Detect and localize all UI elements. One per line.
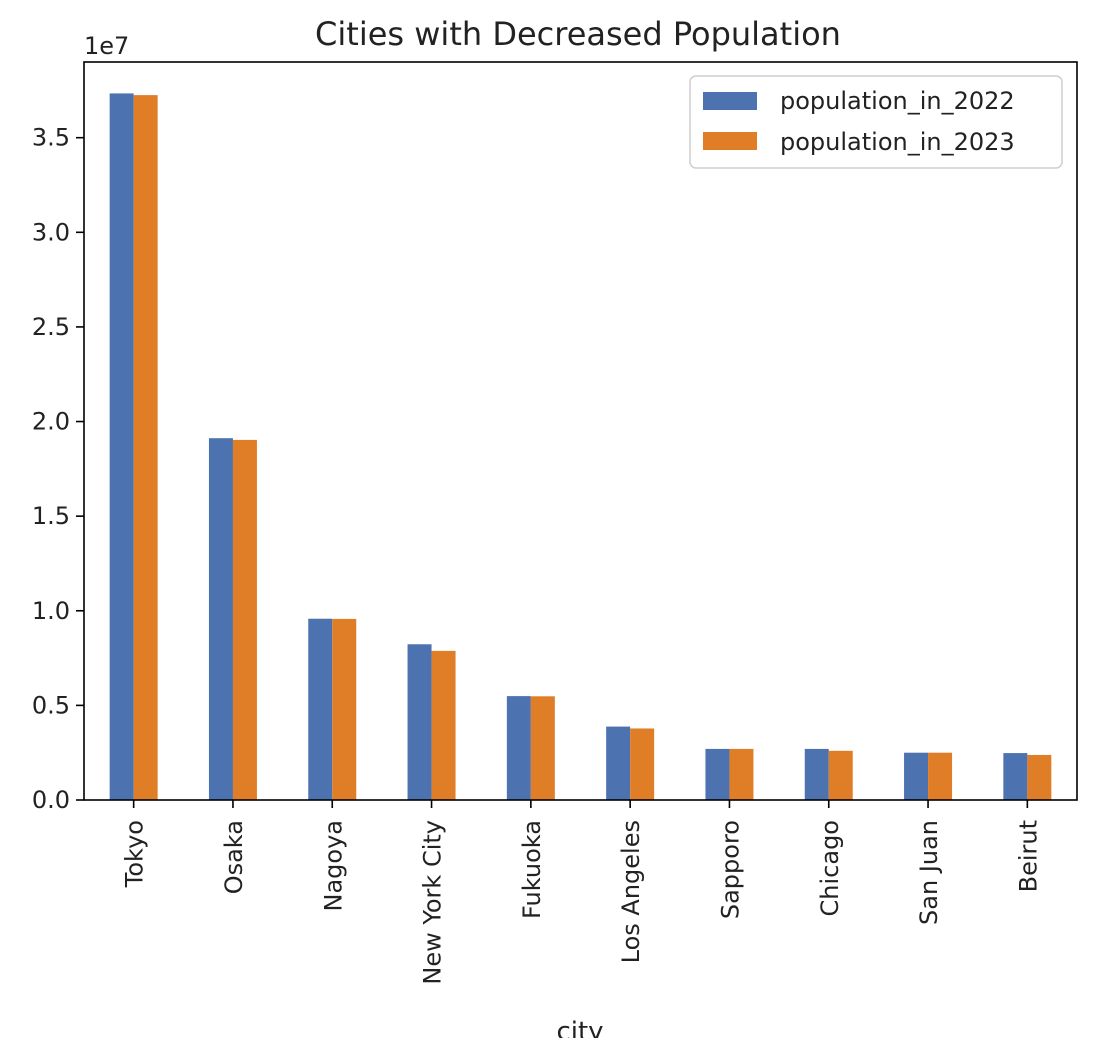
bar-new-york-city-population-in-2023 xyxy=(431,650,456,800)
y-tick-label: 2.5 xyxy=(32,313,70,341)
y-tick-label: 1.5 xyxy=(32,502,70,530)
y-tick-label: 1.0 xyxy=(32,597,70,625)
x-ticks: Tokyo Osaka Nagoya New York City Fukuoka Los … xyxy=(121,800,1042,985)
x-tick-label-osaka: Osaka xyxy=(220,820,248,894)
bar-san-juan-population-in-2023 xyxy=(928,752,953,800)
plot-frame xyxy=(83,61,1078,801)
y-ticks: 0.0 0.5 1.0 1.5 2.0 2.5 3.0 3.5 xyxy=(32,124,84,814)
x-tick-label-nagoya: Nagoya xyxy=(319,820,347,912)
bar-chicago-population-in-2022 xyxy=(804,748,829,800)
y-axis-scale-label: 1e7 xyxy=(84,32,129,60)
y-tick-label: 0.5 xyxy=(32,691,70,719)
bar-fukuoka-population-in-2023 xyxy=(530,696,555,800)
x-tick-label-tokyo: Tokyo xyxy=(121,820,149,888)
legend-label-population-2023: population_in_2023 xyxy=(780,128,1015,156)
x-tick-label-new-york-city: New York City xyxy=(419,820,447,985)
bar-fukuoka-population-in-2022 xyxy=(506,696,531,800)
legend-swatch-population-2022 xyxy=(703,92,757,110)
bar-osaka-population-in-2022 xyxy=(208,438,233,800)
legend-swatch-population-2023 xyxy=(703,132,757,150)
legend: population_in_2022 population_in_2023 xyxy=(689,75,1063,169)
y-tick-label: 3.0 xyxy=(32,218,70,246)
y-tick-label: 3.5 xyxy=(32,124,70,152)
x-tick-label-chicago: Chicago xyxy=(816,820,844,916)
bar-osaka-population-in-2023 xyxy=(232,439,257,800)
x-tick-label-beirut: Beirut xyxy=(1014,820,1042,892)
legend-box xyxy=(689,75,1063,169)
bars-layer xyxy=(109,93,1052,801)
bar-beirut-population-in-2022 xyxy=(1003,753,1028,800)
bar-new-york-city-population-in-2022 xyxy=(407,644,432,800)
bar-los-angeles-population-in-2023 xyxy=(630,728,655,800)
x-tick-label-san-juan: San Juan xyxy=(915,820,943,925)
bar-sapporo-population-in-2022 xyxy=(705,748,730,800)
bar-tokyo-population-in-2022 xyxy=(109,93,134,801)
y-tick-label: 0.0 xyxy=(32,786,70,814)
x-tick-label-sapporo: Sapporo xyxy=(716,820,744,919)
x-axis-label: city xyxy=(556,1017,603,1038)
bar-tokyo-population-in-2023 xyxy=(133,95,158,801)
bar-san-juan-population-in-2022 xyxy=(904,752,929,800)
y-tick-label: 2.0 xyxy=(32,408,70,436)
bar-nagoya-population-in-2022 xyxy=(308,618,333,800)
bar-beirut-population-in-2023 xyxy=(1027,754,1052,800)
bar-chicago-population-in-2023 xyxy=(828,750,853,800)
bar-sapporo-population-in-2023 xyxy=(729,748,754,800)
bar-los-angeles-population-in-2022 xyxy=(606,726,631,800)
x-tick-label-los-angeles: Los Angeles xyxy=(617,820,645,963)
chart-title: Cities with Decreased Population xyxy=(315,15,841,53)
bar-nagoya-population-in-2023 xyxy=(332,618,357,800)
legend-label-population-2022: population_in_2022 xyxy=(780,87,1015,115)
x-tick-label-fukuoka: Fukuoka xyxy=(518,820,546,919)
